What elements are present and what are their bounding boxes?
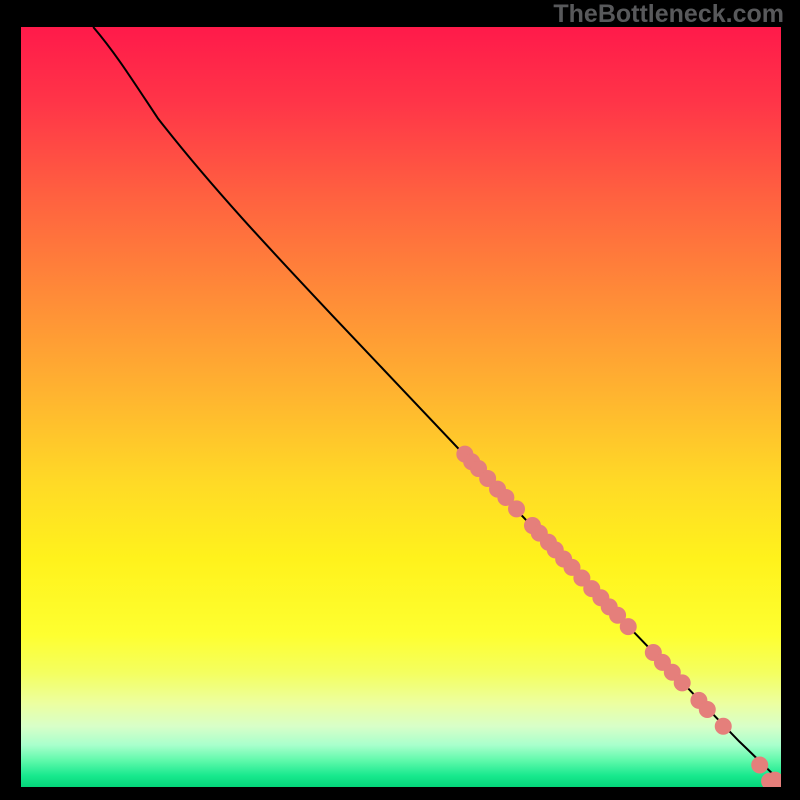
data-point xyxy=(699,701,715,717)
bottleneck-heatmap-plot xyxy=(21,27,781,787)
data-point xyxy=(674,675,690,691)
data-point xyxy=(752,757,768,773)
figure: TheBottleneck.com xyxy=(0,0,800,800)
data-point xyxy=(509,501,525,517)
data-point xyxy=(715,718,731,734)
data-point xyxy=(620,619,636,635)
watermark-text: TheBottleneck.com xyxy=(553,0,784,29)
